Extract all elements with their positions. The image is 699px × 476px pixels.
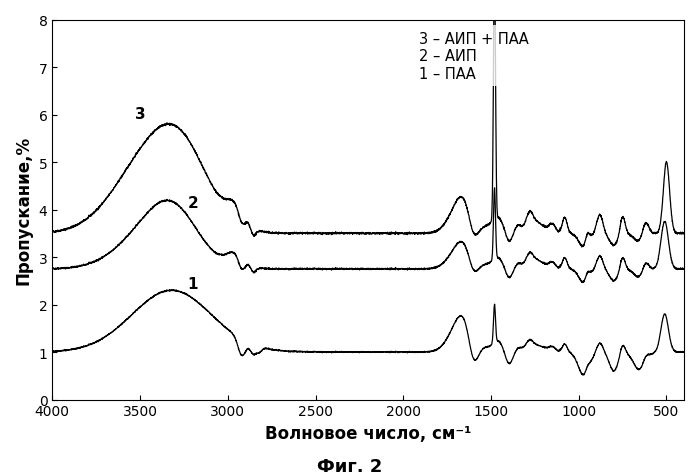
2: [680, 267, 689, 272]
Text: 2: 2: [187, 196, 198, 211]
3: [245, 221, 253, 227]
1: [167, 288, 175, 293]
Text: 1: 1: [187, 276, 198, 291]
3: [484, 222, 493, 228]
Y-axis label: Пропускание,%: Пропускание,%: [15, 136, 33, 285]
3: [88, 212, 96, 218]
1: [124, 315, 133, 321]
Line: 3: 3: [52, 20, 684, 248]
2: [579, 280, 587, 286]
2: [245, 262, 253, 268]
1: [484, 344, 493, 349]
Text: Фиг. 2: Фиг. 2: [317, 457, 382, 475]
3: [489, 18, 498, 23]
1: [680, 350, 689, 356]
1: [48, 348, 57, 354]
2: [484, 261, 493, 267]
2: [88, 260, 96, 266]
1: [123, 316, 131, 322]
2: [536, 259, 545, 265]
1: [245, 346, 253, 352]
3: [577, 245, 586, 250]
X-axis label: Волновое число, см⁻¹: Волновое число, см⁻¹: [265, 424, 471, 442]
1: [579, 372, 587, 378]
2: [491, 186, 499, 191]
Line: 2: 2: [52, 188, 684, 283]
3: [124, 164, 133, 169]
3: [48, 229, 57, 235]
2: [124, 232, 133, 238]
3: [536, 221, 545, 227]
2: [48, 266, 57, 272]
3: [123, 165, 131, 170]
1: [536, 344, 545, 349]
2: [123, 233, 131, 239]
Text: 3: 3: [135, 107, 145, 122]
3: [680, 231, 689, 237]
1: [88, 341, 96, 347]
Text: 3 – АИП + ПАА
2 – АИП
1 – ПАА: 3 – АИП + ПАА 2 – АИП 1 – ПАА: [419, 32, 528, 81]
Line: 1: 1: [52, 290, 684, 375]
